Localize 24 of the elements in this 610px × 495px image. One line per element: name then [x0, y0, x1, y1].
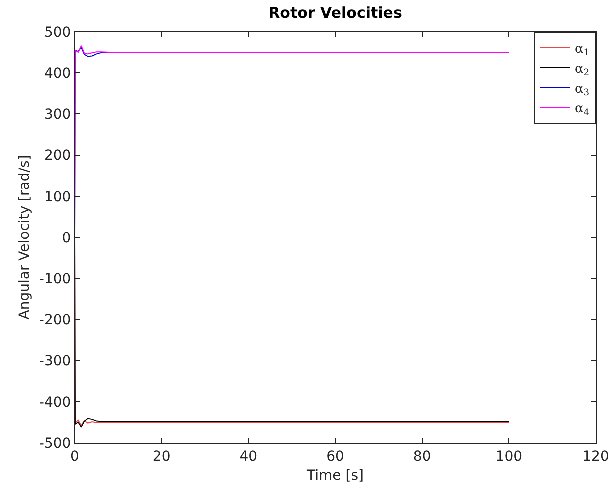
legend-label: α$_{2}$	[575, 62, 590, 79]
x-tick-label: 20	[152, 448, 171, 465]
y-tick-label: 500	[44, 24, 72, 41]
y-tick-label: 0	[62, 230, 72, 246]
chart-title: Rotor Velocities	[268, 4, 402, 22]
x-tick-label: 40	[240, 448, 258, 465]
x-tick-label: 100	[496, 448, 523, 465]
y-tick-label: 300	[44, 107, 72, 124]
y-tick-label: -500	[39, 436, 72, 452]
y-tick-label: 100	[44, 189, 72, 206]
x-tick-label: 60	[326, 448, 344, 465]
x-axis-title: Time [s]	[306, 468, 364, 484]
x-tick-label: 80	[413, 448, 432, 465]
legend-label: α$_{3}$	[575, 82, 590, 99]
legend-label: α$_{1}$	[575, 42, 590, 59]
y-axis-title: Angular Velocity [rad/s]	[17, 155, 34, 320]
x-tick-label: 120	[582, 448, 610, 465]
y-tick-label: -200	[39, 312, 72, 329]
legend-label: α$_{4}$	[575, 102, 590, 118]
y-tick-label: 200	[44, 148, 72, 164]
y-tick-label: -400	[39, 394, 72, 411]
y-tick-label: -100	[39, 272, 72, 288]
y-tick-label: -300	[39, 354, 72, 370]
y-tick-label: 400	[44, 66, 72, 82]
